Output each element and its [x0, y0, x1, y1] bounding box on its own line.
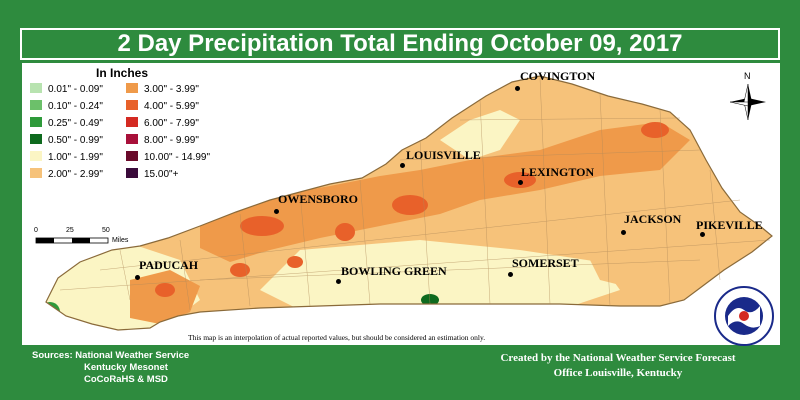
credit-line-1: Created by the National Weather Service … — [500, 352, 736, 364]
footer-bar: Sources: National Weather Service Kentuc… — [22, 348, 780, 388]
legend-swatch — [126, 134, 138, 144]
scale-tick-0: 0 — [34, 227, 38, 234]
scale-tick-50: 50 — [102, 227, 110, 234]
nws-logo — [714, 286, 774, 346]
legend-swatch — [30, 117, 42, 127]
city-marker-pikeville — [700, 232, 705, 237]
city-marker-lexington — [518, 180, 523, 185]
legend-item: 0.50" - 0.99" — [30, 134, 103, 146]
city-label-somerset: SOMERSET — [512, 256, 579, 270]
city-marker-bowling-green — [336, 279, 341, 284]
north-arrow-icon: N — [726, 71, 770, 130]
legend-item: 6.00" - 7.99" — [126, 117, 199, 129]
city-label-covington: COVINGTON — [520, 69, 596, 83]
disclaimer-text: This map is an interpolation of actual r… — [188, 333, 486, 342]
legend-swatch — [30, 83, 42, 93]
city-label-bowling-green: BOWLING GREEN — [341, 264, 447, 278]
scale-unit: Miles — [112, 237, 129, 244]
legend-item: 10.00" - 14.99" — [126, 151, 210, 163]
legend-swatch — [126, 117, 138, 127]
city-label-paducah: PADUCAH — [139, 258, 199, 272]
legend-title: In Inches — [96, 66, 149, 80]
city-label-owensboro: OWENSBORO — [278, 192, 359, 206]
credit-line-2: Office Louisville, Kentucky — [553, 367, 683, 379]
sources-label: Sources: — [32, 350, 73, 361]
scale-bar: 0 25 50 Miles — [34, 226, 164, 250]
sources-row: Sources: National Weather Service — [32, 350, 189, 362]
credit-block: Created by the National Weather Service … — [468, 351, 768, 381]
legend-swatch — [126, 100, 138, 110]
legend-item: 3.00" - 3.99" — [126, 83, 199, 95]
city-label-lexington: LEXINGTON — [521, 165, 595, 179]
state-outline — [45, 75, 773, 331]
city-marker-somerset — [508, 272, 513, 277]
legend-item: 0.10" - 0.24" — [30, 100, 103, 112]
city-label-pikeville: PIKEVILLE — [696, 218, 763, 232]
legend-item: 0.01" - 0.09" — [30, 83, 103, 95]
legend: 0.01" - 0.09" 0.10" - 0.24" 0.25" - 0.49… — [30, 83, 290, 193]
map-title: 2 Day Precipitation Total Ending October… — [20, 28, 780, 60]
sources-row: Kentucky Mesonet — [32, 362, 189, 374]
legend-item: 4.00" - 5.99" — [126, 100, 199, 112]
city-marker-louisville — [400, 163, 405, 168]
legend-item: 15.00"+ — [126, 168, 178, 180]
city-marker-paducah — [135, 275, 140, 280]
legend-swatch — [126, 168, 138, 178]
legend-swatch — [126, 83, 138, 93]
city-marker-covington — [515, 86, 520, 91]
city-label-jackson: JACKSON — [624, 212, 682, 226]
sources-block: Sources: National Weather Service Kentuc… — [32, 350, 189, 386]
sources-line: Kentucky Mesonet — [84, 362, 168, 373]
scale-bar-graphic — [35, 237, 109, 244]
legend-item: 2.00" - 2.99" — [30, 168, 103, 180]
north-label: N — [744, 71, 751, 81]
legend-swatch — [30, 134, 42, 144]
scale-tick-25: 25 — [66, 227, 74, 234]
city-label-louisville: LOUISVILLE — [406, 148, 481, 162]
legend-item: 8.00" - 9.99" — [126, 134, 199, 146]
sources-row: CoCoRaHS & MSD — [32, 374, 189, 386]
legend-swatch — [30, 151, 42, 161]
legend-swatch — [126, 151, 138, 161]
legend-swatch — [30, 100, 42, 110]
legend-item: 0.25" - 0.49" — [30, 117, 103, 129]
sources-line: CoCoRaHS & MSD — [84, 374, 168, 385]
legend-swatch — [30, 168, 42, 178]
sources-line: National Weather Service — [75, 350, 190, 361]
city-marker-jackson — [621, 230, 626, 235]
county-lines — [59, 77, 771, 311]
city-marker-owensboro — [274, 209, 279, 214]
legend-item: 1.00" - 1.99" — [30, 151, 103, 163]
